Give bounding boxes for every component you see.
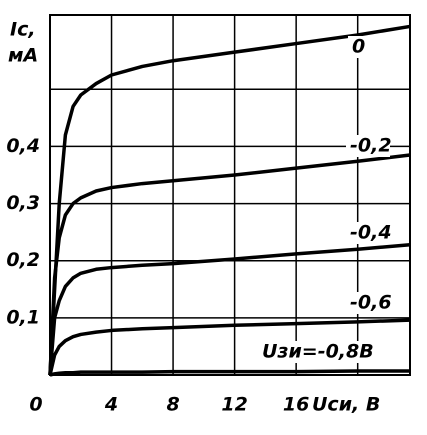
x-tick-label: 8 bbox=[166, 394, 179, 416]
label-backdrop bbox=[346, 222, 390, 244]
curve-label: Uзи=-0,8В bbox=[262, 341, 374, 363]
curve-label: -0,4 bbox=[350, 222, 392, 244]
x-tick-label: 12 bbox=[221, 394, 247, 416]
y-tick-label: 0,4 bbox=[6, 135, 40, 157]
x-tick-label: 16 bbox=[283, 394, 309, 416]
label-backdrop bbox=[348, 36, 392, 58]
label-backdrop bbox=[346, 135, 390, 157]
y-axis-unit: мА bbox=[8, 45, 38, 67]
curve-label: -0,6 bbox=[350, 292, 392, 314]
y-axis-label: Iс, bbox=[10, 19, 36, 41]
y-tick-label: 0,3 bbox=[6, 192, 40, 214]
y-tick-label: 0,1 bbox=[6, 306, 40, 328]
curve bbox=[48, 24, 411, 376]
curve-label: -0,2 bbox=[350, 135, 392, 157]
curve bbox=[48, 318, 411, 376]
x-axis-label: Uси, В bbox=[312, 394, 380, 416]
curve bbox=[48, 153, 411, 376]
curve bbox=[48, 242, 411, 376]
y-tick-label: 0,2 bbox=[6, 249, 40, 271]
x-tick-label: 4 bbox=[104, 394, 118, 416]
curve-label: 0 bbox=[352, 36, 365, 58]
curve bbox=[49, 369, 410, 377]
x-tick-label: 0 bbox=[29, 394, 42, 416]
label-backdrop bbox=[258, 341, 408, 363]
label-backdrop bbox=[346, 292, 390, 314]
